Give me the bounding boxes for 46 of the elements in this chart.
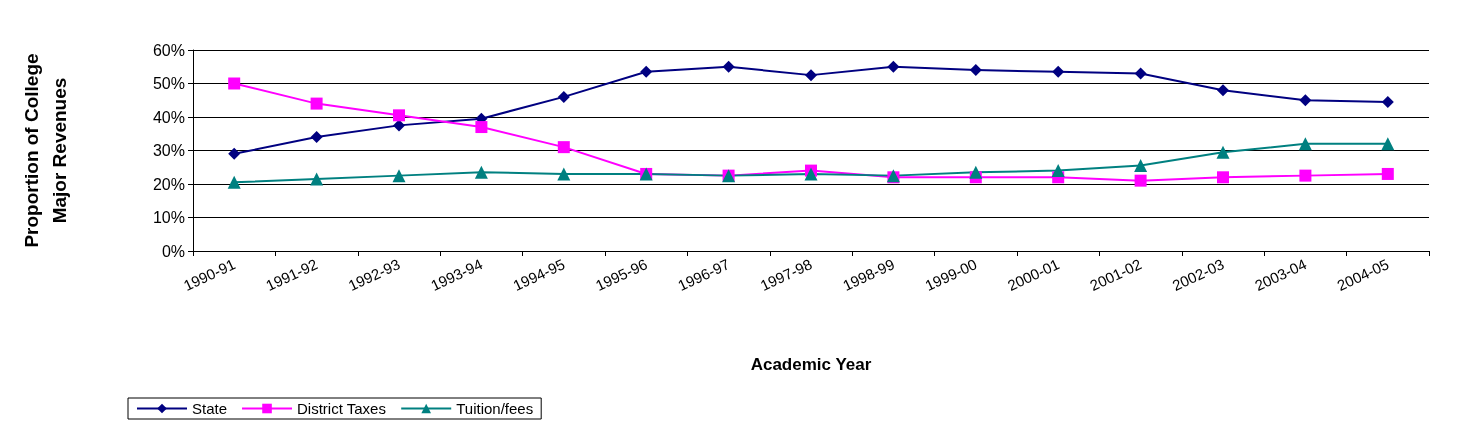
y-tick-label: 0%	[161, 242, 185, 260]
point	[228, 77, 241, 90]
point	[887, 60, 900, 73]
point	[475, 121, 488, 134]
point	[805, 69, 817, 82]
point	[1381, 167, 1394, 180]
y-axis-title: Proportion of College Major Revenues	[20, 53, 70, 248]
legend-label: District Taxes	[297, 400, 386, 417]
point	[228, 147, 241, 160]
y-tick-label: 50%	[152, 75, 185, 92]
point	[969, 64, 982, 77]
point	[1134, 159, 1148, 173]
point	[392, 169, 406, 183]
x-axis-title: Academic Year	[750, 355, 872, 374]
y-tick-label: 30%	[152, 142, 185, 159]
point	[310, 131, 323, 144]
point	[393, 109, 405, 122]
y-tick-label: 60%	[152, 41, 185, 59]
point	[557, 90, 570, 103]
point	[969, 165, 983, 179]
point	[557, 167, 571, 181]
point	[1217, 84, 1229, 97]
legend-label: Tuition/fees	[456, 400, 534, 417]
point	[310, 172, 324, 186]
legend-label: State	[192, 400, 228, 417]
point	[1134, 67, 1147, 80]
y-tick-label: 20%	[152, 175, 185, 193]
point	[640, 65, 653, 78]
point	[310, 97, 323, 110]
point	[474, 165, 488, 179]
point	[1299, 94, 1312, 107]
point	[1216, 145, 1230, 159]
y-tick-label: 10%	[152, 209, 185, 226]
point	[227, 175, 241, 189]
point	[804, 167, 818, 181]
point	[557, 141, 570, 154]
point	[1381, 137, 1395, 151]
point	[1381, 95, 1394, 108]
point	[1217, 171, 1229, 184]
point	[722, 60, 735, 73]
point	[1134, 174, 1147, 187]
point	[1052, 65, 1065, 78]
point	[1299, 169, 1312, 182]
point	[1051, 164, 1065, 178]
point	[1298, 137, 1312, 151]
y-tick-label: 40%	[152, 108, 185, 126]
